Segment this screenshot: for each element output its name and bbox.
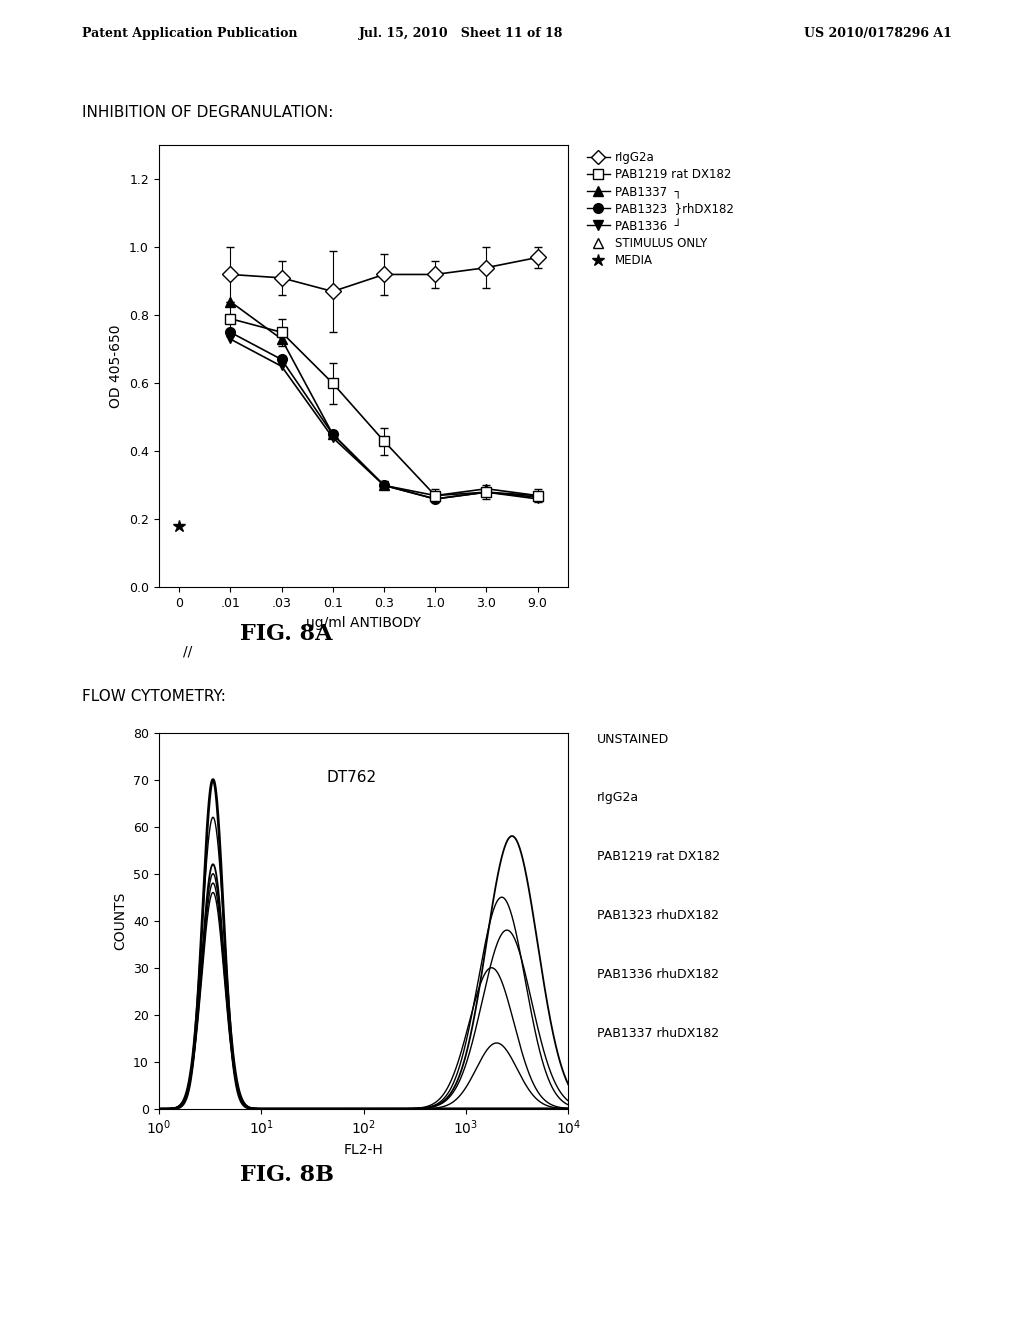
X-axis label: ug/ml ANTIBODY: ug/ml ANTIBODY	[306, 615, 421, 630]
Text: FLOW CYTOMETRY:: FLOW CYTOMETRY:	[82, 689, 226, 704]
Text: FIG. 8A: FIG. 8A	[241, 623, 333, 644]
Text: rIgG2a: rIgG2a	[597, 792, 639, 804]
Text: PAB1323 rhuDX182: PAB1323 rhuDX182	[597, 909, 719, 921]
Text: Jul. 15, 2010   Sheet 11 of 18: Jul. 15, 2010 Sheet 11 of 18	[358, 26, 563, 40]
Text: Patent Application Publication: Patent Application Publication	[82, 26, 297, 40]
Text: PAB1336 rhuDX182: PAB1336 rhuDX182	[597, 968, 719, 981]
Text: UNSTAINED: UNSTAINED	[597, 733, 670, 746]
Text: PAB1337 rhuDX182: PAB1337 rhuDX182	[597, 1027, 719, 1040]
Text: PAB1219 rat DX182: PAB1219 rat DX182	[597, 850, 720, 863]
Text: US 2010/0178296 A1: US 2010/0178296 A1	[805, 26, 952, 40]
Text: //: //	[182, 645, 193, 659]
Y-axis label: OD 405-650: OD 405-650	[110, 325, 124, 408]
X-axis label: FL2-H: FL2-H	[344, 1143, 383, 1156]
Y-axis label: COUNTS: COUNTS	[114, 891, 127, 950]
Text: FIG. 8B: FIG. 8B	[240, 1164, 334, 1185]
Text: INHIBITION OF DEGRANULATION:: INHIBITION OF DEGRANULATION:	[82, 104, 333, 120]
Text: DT762: DT762	[327, 771, 376, 785]
Legend: rIgG2a, PAB1219 rat DX182, PAB1337  ┐, PAB1323  }rhDX182, PAB1336  ┘, STIMULUS O: rIgG2a, PAB1219 rat DX182, PAB1337 ┐, PA…	[587, 150, 734, 267]
